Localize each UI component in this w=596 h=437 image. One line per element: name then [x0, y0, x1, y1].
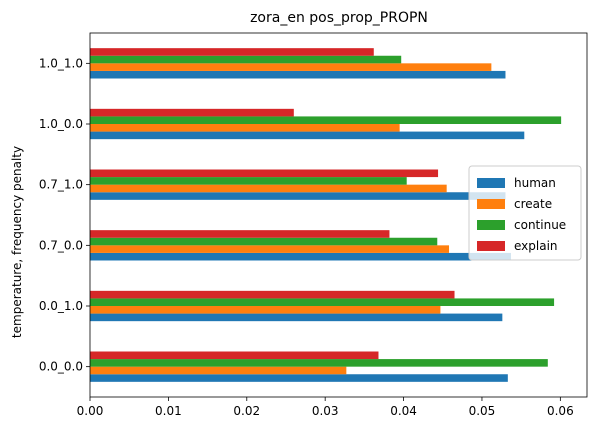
bar-human-0.7_0.0 — [90, 252, 511, 261]
bar-human-0.0_1.0 — [90, 313, 503, 322]
legend-label-human: human — [514, 176, 556, 190]
bar-create-1.0_0.0 — [90, 124, 400, 132]
bar-explain-1.0_0.0 — [90, 108, 294, 117]
legend-label-explain: explain — [514, 239, 558, 253]
legend-label-continue: continue — [514, 218, 566, 232]
x-tick-label: 0.04 — [390, 404, 417, 418]
bar-explain-1.0_1.0 — [90, 48, 374, 56]
chart-title: zora_en pos_prop_PROPN — [250, 10, 428, 26]
bar-continue-1.0_0.0 — [90, 116, 562, 124]
bar-human-1.0_0.0 — [90, 131, 525, 140]
bar-human-0.0_0.0 — [90, 374, 508, 382]
legend-label-create: create — [514, 197, 552, 211]
y-tick-label: 0.7_0.0 — [39, 238, 83, 252]
x-tick-label: 0.01 — [155, 404, 182, 418]
bar-continue-0.7_0.0 — [90, 237, 438, 246]
bar-continue-0.7_1.0 — [90, 177, 407, 185]
bar-continue-1.0_1.0 — [90, 55, 402, 64]
legend-swatch-continue — [477, 220, 505, 230]
y-tick-label: 1.0_0.0 — [39, 117, 83, 131]
bar-create-0.0_0.0 — [90, 366, 347, 375]
x-tick-label: 0.02 — [233, 404, 260, 418]
y-axis-label: temperature, frequency penalty — [10, 146, 24, 338]
bars-layer — [90, 48, 562, 382]
y-tick-label: 0.0_1.0 — [39, 299, 83, 313]
bar-human-1.0_1.0 — [90, 70, 506, 79]
bar-continue-0.0_1.0 — [90, 298, 555, 306]
bar-explain-0.0_1.0 — [90, 290, 455, 299]
legend-swatch-explain — [477, 241, 505, 251]
plot-frame — [89, 32, 588, 398]
x-tick-label: 0.06 — [547, 404, 574, 418]
x-tick-label: 0.03 — [312, 404, 339, 418]
bar-create-0.7_0.0 — [90, 245, 450, 253]
legend-box — [468, 165, 582, 261]
bar-explain-0.7_1.0 — [90, 169, 439, 178]
bar-explain-0.7_0.0 — [90, 230, 390, 238]
bar-continue-0.0_0.0 — [90, 359, 548, 367]
legend-swatch-create — [477, 199, 505, 209]
legend-swatch-human — [477, 178, 505, 188]
bar-explain-0.0_0.0 — [90, 351, 379, 360]
bar-create-1.0_1.0 — [90, 63, 492, 71]
y-tick-label: 0.7_1.0 — [39, 178, 83, 192]
bar-human-0.7_1.0 — [90, 192, 506, 200]
bar-create-0.0_1.0 — [90, 306, 441, 314]
legend: human create continue explain — [468, 165, 582, 261]
axes-layer: 0.00 0.01 0.02 0.03 0.04 0.05 0.06 0.0_0.0 0.0_1… — [39, 32, 588, 418]
y-tick-label: 0.0_0.0 — [39, 360, 83, 374]
x-tick-label: 0.05 — [469, 404, 496, 418]
y-tick-label: 1.0_1.0 — [39, 56, 83, 70]
bar-create-0.7_1.0 — [90, 184, 447, 193]
x-tick-label: 0.00 — [77, 404, 104, 418]
